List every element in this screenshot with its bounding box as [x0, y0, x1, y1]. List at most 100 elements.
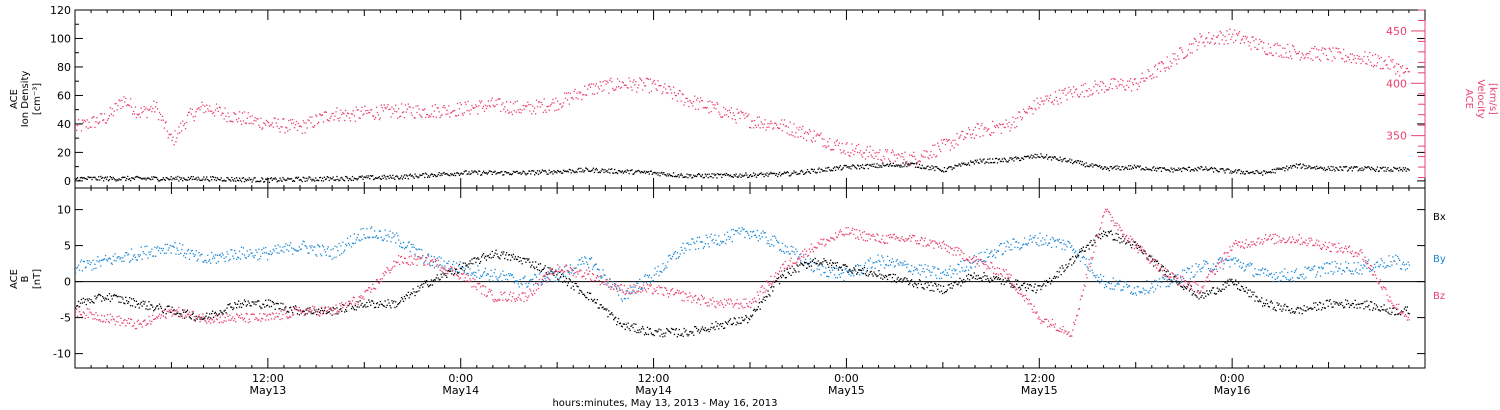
density-series-point	[914, 166, 917, 168]
bx-series-point	[591, 300, 594, 302]
velocity-series-point	[689, 99, 691, 102]
density-series-point	[111, 178, 113, 180]
bx-series-point	[789, 267, 791, 269]
by-series-point	[239, 258, 242, 260]
velocity-series-point	[512, 103, 515, 105]
by-series-point	[1165, 286, 1167, 288]
bx-series-point	[414, 294, 416, 297]
density-series-point	[754, 173, 757, 175]
velocity-series-point	[888, 160, 891, 162]
density-series-point	[343, 179, 345, 181]
velocity-series-point	[99, 121, 101, 123]
bx-series-point	[512, 253, 515, 256]
velocity-series-point	[105, 122, 108, 124]
by-series-point	[974, 266, 976, 268]
bx-series-point	[116, 296, 118, 298]
density-series-point	[714, 174, 716, 177]
density-series-point	[168, 179, 170, 181]
bx-series-point	[144, 301, 146, 303]
density-series-point	[634, 171, 636, 174]
by-series-point	[913, 266, 916, 268]
density-series-point	[950, 166, 952, 168]
velocity-series-point	[329, 117, 331, 119]
density-series-point	[1212, 171, 1215, 173]
by-series-point	[413, 246, 415, 248]
velocity-series-point	[232, 121, 234, 123]
velocity-series-point	[1392, 59, 1394, 61]
velocity-series-point	[504, 106, 506, 108]
density-series-point	[1192, 169, 1194, 171]
velocity-series-point	[808, 128, 811, 131]
velocity-series-point	[1220, 32, 1222, 34]
bx-series-point	[843, 264, 845, 266]
density-series-point	[1406, 168, 1408, 170]
velocity-series-point	[535, 113, 537, 115]
velocity-series-point	[423, 109, 425, 111]
bx-series-point	[198, 316, 200, 318]
density-series-point	[1268, 171, 1271, 173]
density-series-point	[884, 165, 886, 167]
by-series-point	[874, 267, 876, 269]
by-series-point	[384, 229, 386, 231]
density-series-point	[791, 172, 793, 174]
velocity-series-point	[794, 136, 796, 138]
by-series-point	[1125, 281, 1127, 283]
velocity-series-point	[1063, 89, 1065, 91]
velocity-series-point	[601, 90, 603, 92]
density-series-point	[771, 172, 773, 175]
bx-series-point	[335, 313, 337, 315]
by-series-point	[718, 235, 720, 237]
by-series-point	[403, 248, 406, 250]
by-series-point	[1076, 253, 1079, 255]
by-series-point	[1395, 254, 1397, 256]
by-series-point	[986, 248, 988, 251]
density-series-point	[510, 174, 513, 176]
bx-series-point	[800, 262, 802, 264]
density-series-point	[982, 159, 984, 161]
by-series-point	[179, 242, 181, 245]
bx-series-point	[378, 304, 380, 306]
bx-series-point	[658, 328, 660, 330]
density-series-point	[1220, 168, 1222, 170]
velocity-series-point	[1228, 33, 1230, 35]
density-series-point	[759, 172, 761, 175]
density-series-point	[1025, 156, 1028, 158]
by-series-point	[245, 257, 247, 259]
bx-series-point	[397, 303, 399, 306]
bx-series-point	[758, 302, 760, 304]
velocity-series-point	[620, 86, 623, 88]
by-series-point	[348, 244, 351, 246]
by-series-point	[1166, 279, 1168, 281]
density-series-point	[564, 170, 567, 172]
density-series-point	[885, 164, 887, 167]
velocity-series-point	[513, 109, 515, 112]
density-series-point	[115, 180, 117, 182]
velocity-series-point	[798, 129, 800, 131]
by-series-point	[1163, 278, 1165, 280]
density-series-point	[957, 165, 959, 167]
density-series-point	[593, 171, 596, 174]
bx-series-point	[780, 276, 783, 279]
bx-series-point	[853, 267, 855, 269]
density-series-point	[731, 176, 733, 178]
velocity-series-point	[660, 85, 662, 87]
velocity-series-point	[417, 105, 419, 107]
density-series-point	[502, 174, 504, 176]
by-series-point	[110, 262, 112, 264]
velocity-series-point	[340, 109, 342, 111]
density-series-point	[1338, 169, 1340, 171]
density-series-point	[97, 179, 99, 181]
density-series-point	[153, 176, 155, 178]
by-series-point	[858, 265, 860, 267]
velocity-series-point	[249, 116, 251, 118]
bx-series-point	[617, 317, 620, 320]
by-series-point	[1276, 277, 1278, 279]
velocity-series-point	[1283, 56, 1285, 59]
density-series-point	[901, 166, 903, 168]
by-series-point	[551, 271, 553, 273]
density-series-point	[468, 171, 470, 173]
bx-series-point	[572, 285, 574, 287]
density-series-point	[1044, 156, 1046, 158]
velocity-series-point	[1083, 96, 1085, 98]
density-series-point	[785, 172, 787, 174]
